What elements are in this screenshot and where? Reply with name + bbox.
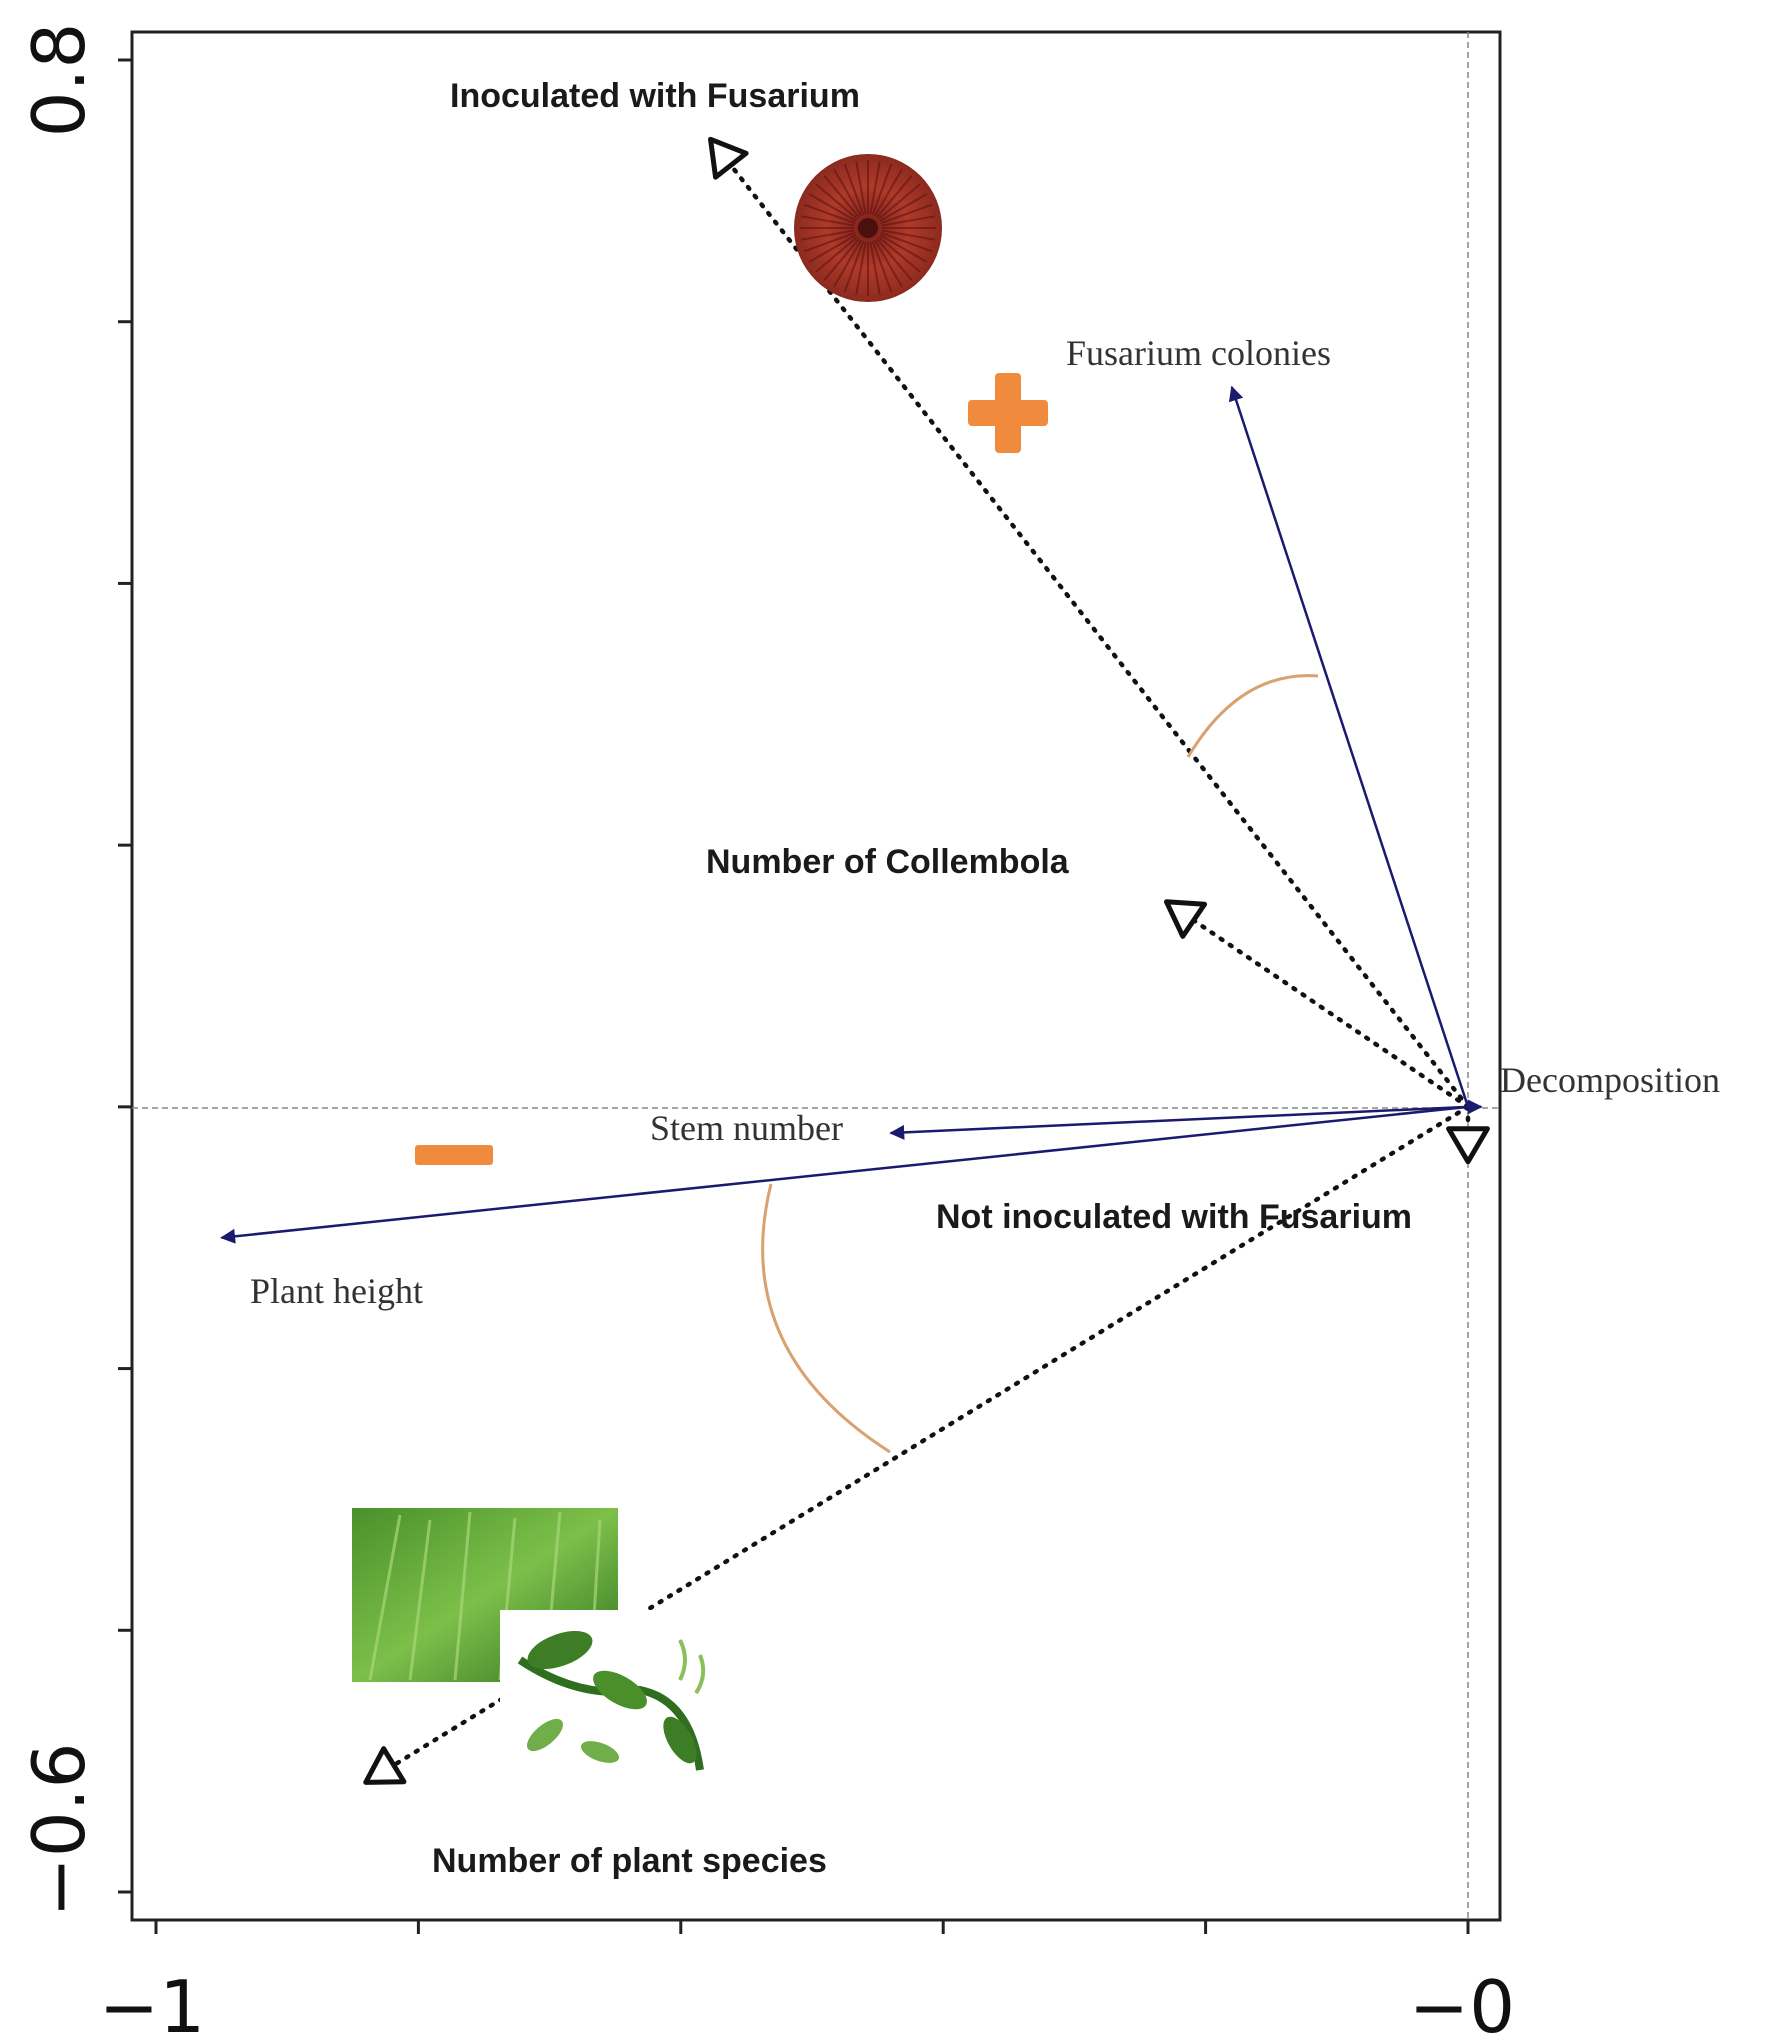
label-inoculated: Inoculated with Fusarium xyxy=(450,77,860,115)
explanatory-vector-marker xyxy=(1446,1126,1490,1165)
angle-arc-upper xyxy=(1186,674,1319,758)
explanatory-vector-marker xyxy=(1163,899,1208,939)
response-arrows xyxy=(220,385,1483,1244)
explanatory-vector-line xyxy=(717,149,1471,1110)
angle-arc-lower xyxy=(761,1183,891,1454)
label-plant-height: Plant height xyxy=(250,1271,423,1311)
y-tick-label-min: −0.6 xyxy=(17,1743,101,1918)
plot-frame xyxy=(130,30,1502,1922)
label-stem-number: Stem number xyxy=(650,1108,843,1148)
x-axis-ticks xyxy=(154,1920,1470,1934)
minus-sign xyxy=(415,1145,493,1165)
x-tick-label-max: −0 xyxy=(1409,1965,1515,2043)
y-axis-ticks xyxy=(118,58,132,1894)
explanatory-vectors xyxy=(363,136,1490,1785)
wheat-field-image xyxy=(352,1508,618,1682)
label-plant-species: Number of plant species xyxy=(432,1842,827,1880)
response-arrow xyxy=(1228,385,1470,1108)
response-arrow xyxy=(220,1105,1469,1244)
response-arrow xyxy=(889,1105,1469,1140)
label-collembola: Number of Collembola xyxy=(706,843,1070,881)
plus-sign xyxy=(968,373,1048,453)
label-not-inoculated: Not inoculated with Fusarium xyxy=(936,1198,1412,1236)
legume-plant-image xyxy=(500,1610,718,1780)
fusarium-colony-icon xyxy=(794,154,942,302)
y-tick-label-max: 0.8 xyxy=(17,23,101,138)
explanatory-vector-line xyxy=(376,1104,1471,1777)
label-decomposition: Decomposition xyxy=(1500,1060,1720,1100)
explanatory-vector-marker xyxy=(708,136,749,180)
x-tick-label-min: −1 xyxy=(99,1965,205,2043)
label-fusarium-colonies: Fusarium colonies xyxy=(1066,333,1331,373)
explanatory-vector-marker xyxy=(363,1746,407,1785)
explanatory-vector-line xyxy=(1177,908,1471,1110)
